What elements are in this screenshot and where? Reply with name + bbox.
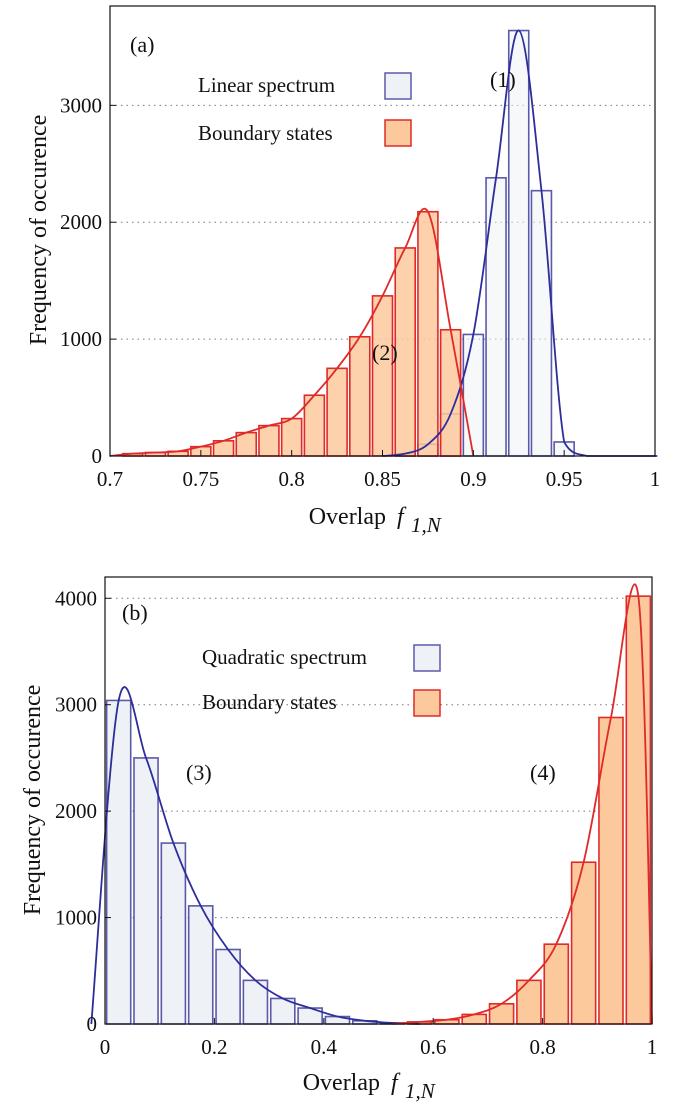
bar (348, 335, 371, 457)
y-axis-title: Frequency of occurence (20, 685, 46, 916)
legend-swatch-boundary-states (384, 119, 412, 147)
fit-curve (392, 583, 653, 1025)
x-axis-title-subscript: 1,N (411, 513, 442, 537)
y-tick-label: 3000 (60, 93, 102, 117)
bar (371, 295, 394, 457)
x-axis-title: Overlap f 1,N (309, 504, 442, 537)
x-axis-title-subscript: 1,N (405, 1079, 436, 1103)
bar (507, 29, 530, 457)
legend-label-quadratic-spectrum: Quadratic spectrum (202, 645, 367, 669)
y-tick-label: 4000 (55, 586, 97, 610)
bar (462, 333, 485, 457)
annotation-3: (3) (186, 760, 212, 785)
legend-swatch-boundary-states (413, 689, 441, 717)
legend-label-boundary-states: Boundary states (202, 690, 337, 714)
fit-curve (90, 686, 420, 1025)
bar (488, 1002, 515, 1025)
panel-label: (a) (130, 32, 154, 57)
x-tick-label: 0 (100, 1035, 111, 1059)
panel-label: (b) (122, 600, 148, 625)
x-tick-label: 1 (650, 467, 661, 491)
x-axis-title-word: Overlap (303, 1070, 380, 1096)
x-tick-labels: 0 0.2 0.4 0.6 0.8 1 (100, 1018, 658, 1059)
legend: Quadratic spectrum Boundary states (202, 644, 441, 717)
x-tick-label: 0.95 (546, 467, 583, 491)
quadratic-spectrum-bars (105, 699, 406, 1025)
legend: Linear spectrum Boundary states (198, 72, 412, 147)
annotation-1: (1) (490, 67, 516, 92)
y-tick-label: 2000 (60, 210, 102, 234)
x-tick-label: 0.7 (97, 467, 123, 491)
y-tick-label: 2000 (55, 799, 97, 823)
panel-a: 0.7 0.75 0.8 0.85 0.9 0.95 1 0 1000 2000 3000 (a)… (26, 5, 660, 537)
linear-spectrum-bars (394, 29, 575, 457)
bar (485, 177, 507, 457)
x-tick-label: 0.8 (529, 1035, 555, 1059)
bar (530, 189, 553, 457)
legend-swatch-linear-spectrum (384, 72, 412, 100)
x-tick-label: 0.6 (420, 1035, 446, 1059)
x-tick-label: 1 (647, 1035, 658, 1059)
y-tick-label: 1000 (60, 327, 102, 351)
x-axis-title: Overlap f 1,N (303, 1070, 436, 1103)
bar (570, 861, 597, 1025)
grid-lines (105, 597, 652, 919)
bar (326, 367, 348, 457)
bar (187, 905, 214, 1025)
y-tick-label: 0 (87, 1012, 98, 1036)
bar (258, 424, 280, 457)
x-tick-label: 0.4 (311, 1035, 338, 1059)
x-axis-title-symbol: f (391, 1070, 401, 1096)
bar (543, 943, 570, 1025)
x-tick-label: 0.2 (201, 1035, 227, 1059)
y-tick-label: 1000 (55, 906, 97, 930)
boundary-states-bars (406, 595, 652, 1025)
bar (133, 757, 159, 1025)
fit-curve (109, 208, 475, 457)
x-tick-label: 0.75 (182, 467, 219, 491)
y-tick-label: 0 (92, 444, 103, 468)
bar (516, 979, 542, 1025)
legend-label-linear-spectrum: Linear spectrum (198, 73, 335, 97)
x-tick-labels: 0.7 0.75 0.8 0.85 0.9 0.95 1 (97, 450, 660, 491)
fit-curves (90, 583, 653, 1025)
bar (105, 699, 132, 1025)
y-tick-labels: 0 1000 2000 3000 4000 (55, 586, 111, 1036)
x-tick-label: 0.8 (279, 467, 305, 491)
bar (417, 210, 439, 457)
annotation-4: (4) (530, 760, 556, 785)
y-tick-labels: 0 1000 2000 3000 (60, 93, 116, 468)
x-tick-label: 0.85 (364, 467, 401, 491)
bar (160, 842, 187, 1025)
x-tick-label: 0.9 (460, 467, 486, 491)
bar (394, 247, 417, 457)
plot-frame (104, 576, 653, 1025)
bar (235, 431, 258, 457)
annotation-2: (2) (372, 340, 398, 365)
x-axis-title-word: Overlap (309, 504, 386, 530)
legend-label-boundary-states: Boundary states (198, 121, 333, 145)
legend-swatch-quadratic-spectrum (413, 644, 441, 672)
x-axis-title-symbol: f (397, 504, 407, 530)
panel-b: 0 0.2 0.4 0.6 0.8 1 0 1000 2000 3000 4000 (b) Qua… (20, 576, 658, 1103)
y-tick-label: 3000 (55, 693, 97, 717)
y-axis-title: Frequency of occurence (26, 115, 52, 346)
